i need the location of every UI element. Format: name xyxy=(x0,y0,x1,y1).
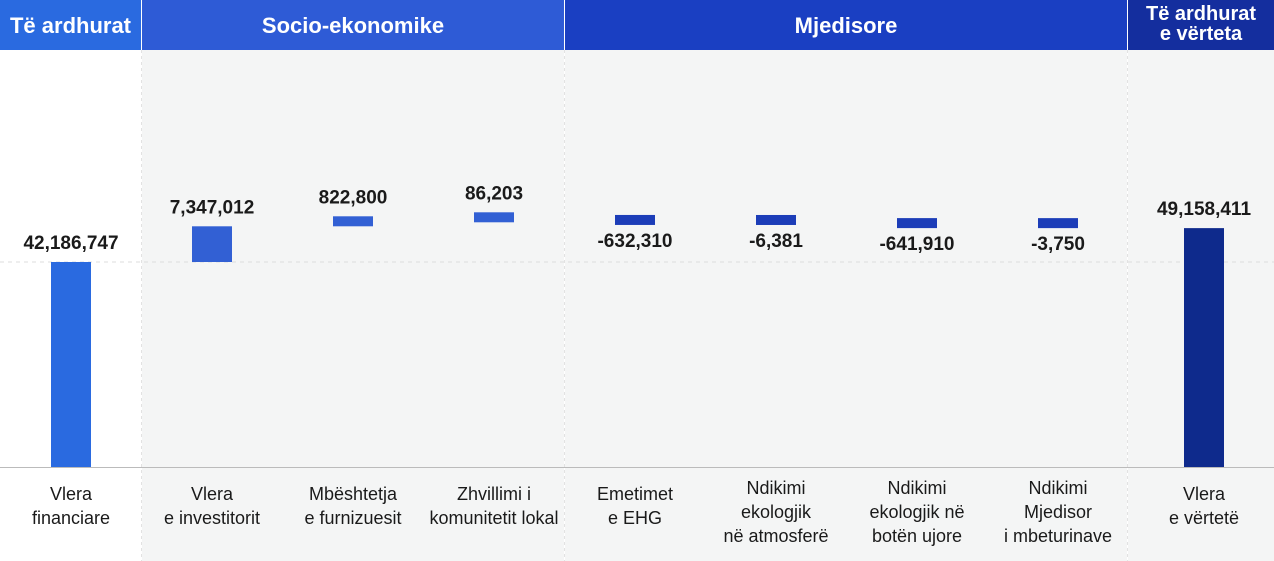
category-label: e investitorit xyxy=(164,508,260,528)
category-label: Ndikimi xyxy=(887,478,946,498)
section-panel xyxy=(565,50,1127,561)
section-header-bg xyxy=(0,0,141,50)
section-header-label: Të ardhurat xyxy=(1146,3,1256,25)
bar xyxy=(333,216,373,227)
category-label: e vërtetë xyxy=(1169,508,1239,528)
section-panel xyxy=(142,50,564,561)
value-label: -632,310 xyxy=(597,231,672,252)
value-label: 86,203 xyxy=(465,183,523,204)
category-label: e EHG xyxy=(608,508,662,528)
category-label: Mbështetja xyxy=(309,484,398,504)
value-label: -6,381 xyxy=(749,231,803,252)
bar xyxy=(51,262,91,467)
category-label: komunitetit lokal xyxy=(429,508,558,528)
section-headers: Të ardhurat Socio-ekonomike Mjedisore Të ar… xyxy=(0,0,1274,50)
category-label: Mjedisor xyxy=(1024,502,1092,522)
category-label: Vlera xyxy=(1183,484,1226,504)
category-label: i mbeturinave xyxy=(1004,526,1112,546)
category-label: Emetimet xyxy=(597,484,673,504)
value-label: 42,186,747 xyxy=(23,233,118,254)
value-labels: 42,186,747 7,347,012 822,800 86,203 -632,310… xyxy=(23,183,1251,255)
bar xyxy=(897,218,937,229)
category-label: në atmosferë xyxy=(723,526,828,546)
category-label: ekologjik në xyxy=(869,502,964,522)
section-panels xyxy=(0,50,1274,561)
section-header-bg xyxy=(1128,0,1274,50)
section-header-label: Të ardhurat xyxy=(10,13,132,38)
section-header-bg xyxy=(142,0,564,50)
value-label: 49,158,411 xyxy=(1157,199,1251,220)
bar xyxy=(756,214,796,225)
section-header-bg xyxy=(565,0,1127,50)
section-header-label: Socio-ekonomike xyxy=(262,13,444,38)
category-label: e furnizuesit xyxy=(304,508,401,528)
category-label: botën ujore xyxy=(872,526,962,546)
bars xyxy=(51,212,1224,467)
bar xyxy=(615,214,655,225)
section-header-label: Mjedisore xyxy=(795,13,898,38)
bar xyxy=(474,212,514,223)
category-label: Vlera xyxy=(50,484,93,504)
category-label: financiare xyxy=(32,508,110,528)
category-label: ekologjik xyxy=(741,502,812,522)
value-label: -3,750 xyxy=(1031,234,1085,255)
category-labels: Vlera financiare Vlera e investitorit Mbësht… xyxy=(32,478,1239,546)
category-label: Vlera xyxy=(191,484,234,504)
section-header-label: e vërteta xyxy=(1160,23,1243,45)
value-label: 7,347,012 xyxy=(170,197,255,218)
category-label: Ndikimi xyxy=(746,478,805,498)
bar xyxy=(192,226,232,262)
value-label: 822,800 xyxy=(319,187,388,208)
value-label: -641,910 xyxy=(879,234,954,255)
category-label: Ndikimi xyxy=(1028,478,1087,498)
bar xyxy=(1184,228,1224,467)
bar xyxy=(1038,218,1078,229)
category-label: Zhvillimi i xyxy=(457,484,531,504)
